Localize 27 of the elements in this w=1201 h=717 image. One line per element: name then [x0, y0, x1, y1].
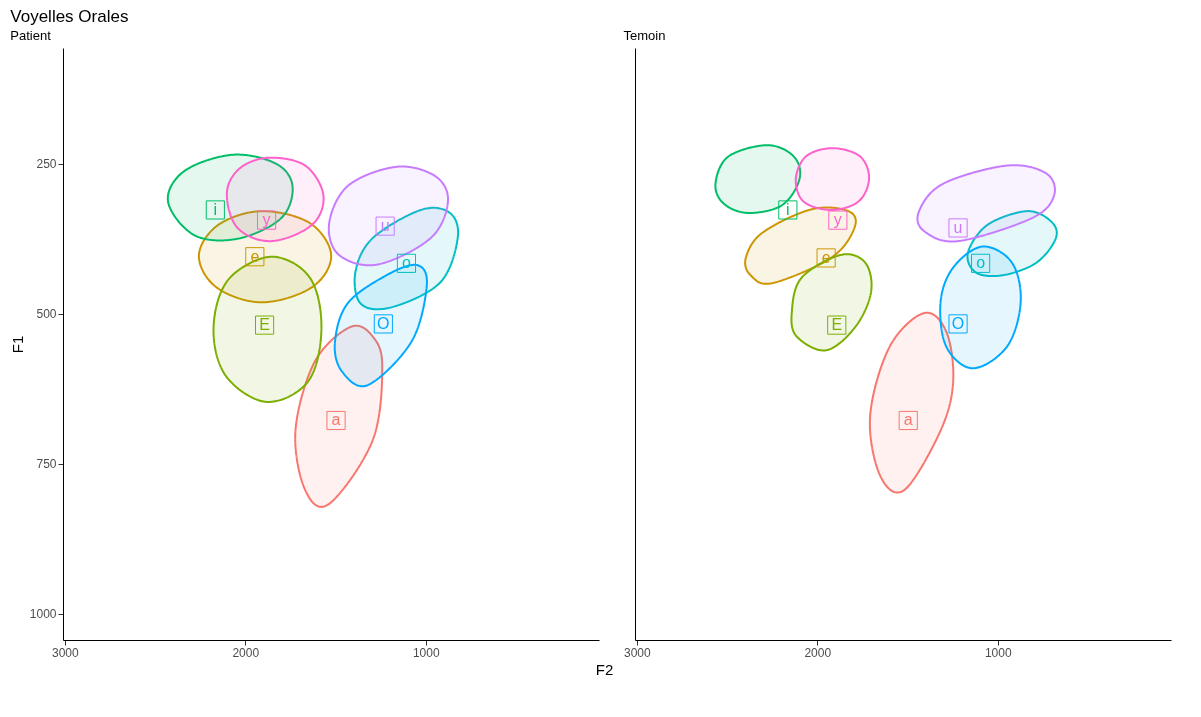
annotation: E	[259, 316, 270, 334]
annotation: y	[262, 211, 271, 229]
y-axis-title: F1	[8, 335, 26, 354]
x-tick-label: 2000	[232, 645, 260, 660]
annotation: i	[786, 200, 790, 218]
x-tick-label: 1000	[412, 645, 440, 660]
chart-subtitle: Temoin	[623, 28, 666, 43]
chart-title: Voyelles Orales	[10, 7, 129, 26]
y-tick-label: 500	[36, 307, 57, 322]
x-tick-label: 1000	[984, 645, 1012, 660]
y-tick-label: 250	[36, 157, 57, 172]
annotation: a	[903, 411, 913, 429]
annotation: i	[213, 200, 218, 218]
chart-subtitle: Patient	[10, 28, 52, 43]
annotation: E	[831, 316, 843, 334]
annotation: u	[953, 218, 963, 236]
x-tick-label: 3000	[51, 645, 79, 660]
annotation: O	[377, 314, 390, 332]
x-tick-label: 3000	[623, 645, 651, 660]
x-tick-label: 2000	[804, 645, 832, 660]
y-tick-label: 750	[36, 457, 57, 472]
annotation: y	[833, 211, 842, 229]
annotation: o	[976, 254, 986, 272]
x-axis-title: F2	[595, 660, 614, 678]
y-tick-label: 1000	[29, 607, 57, 622]
annotation: a	[331, 411, 341, 429]
annotation: O	[951, 314, 965, 332]
